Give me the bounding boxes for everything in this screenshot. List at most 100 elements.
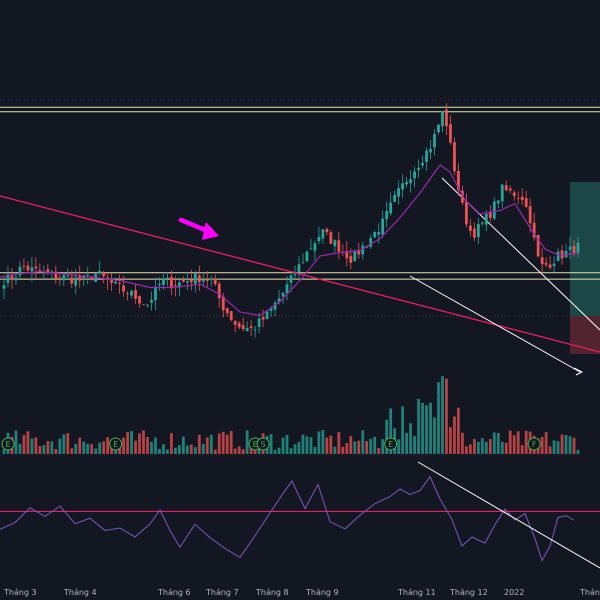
volume-bar	[317, 431, 321, 454]
volume-bar	[341, 446, 345, 454]
volume-bar	[568, 436, 572, 454]
candle-body	[568, 246, 572, 250]
volume-bar	[126, 432, 129, 454]
candle-body	[213, 278, 217, 285]
volume-bar	[174, 447, 177, 454]
candle-body	[181, 280, 185, 282]
volume-bar	[285, 435, 289, 454]
candle-body	[249, 326, 253, 329]
candle-body	[297, 264, 301, 273]
candle-body	[421, 163, 424, 166]
candle-body	[285, 284, 289, 294]
volume-bar	[445, 378, 448, 454]
candle-body	[472, 228, 476, 238]
volume-bar	[516, 431, 520, 454]
candle-body	[512, 192, 516, 197]
candle-body	[142, 304, 145, 306]
candle-body	[524, 198, 528, 207]
volume-bar	[293, 444, 297, 454]
volume-bar	[381, 439, 385, 454]
candle-body	[309, 248, 313, 250]
candle-body	[54, 271, 58, 279]
volume-bar	[86, 443, 90, 454]
volume-bar	[158, 448, 161, 454]
volume-bar	[90, 444, 94, 454]
event-marker-label: E	[5, 440, 10, 449]
candle-body	[14, 277, 18, 281]
x-axis-tick-label: Tháng 6	[157, 588, 191, 597]
candle-body	[449, 124, 452, 143]
volume-bar	[377, 447, 381, 454]
volume-bar	[46, 441, 50, 454]
event-marker	[527, 437, 541, 451]
volume-bar	[437, 382, 440, 454]
candle-body	[122, 285, 125, 292]
volume-bar	[18, 443, 22, 454]
candle-body	[38, 270, 42, 272]
candle-body	[576, 242, 580, 254]
annotation-arrow-head	[202, 222, 219, 240]
volume-bar	[82, 441, 86, 454]
candle-body	[540, 257, 544, 265]
candle-body	[453, 142, 456, 172]
volume-bar	[472, 439, 476, 454]
candle-body	[114, 281, 118, 284]
x-axis-tick-label: Tháng 12	[449, 588, 488, 597]
volume-bar	[130, 431, 133, 454]
candle-body	[409, 179, 412, 184]
volume-bar	[421, 402, 424, 454]
volume-bar	[413, 436, 416, 454]
channel-arrow-head	[573, 367, 584, 376]
volume-bar	[409, 423, 412, 454]
volume-bar	[197, 434, 201, 454]
volume-bar	[14, 430, 18, 454]
candle-body	[528, 206, 532, 224]
candle-body	[480, 222, 484, 224]
candle-body	[464, 201, 468, 225]
candle-body	[269, 308, 273, 311]
candle-body	[353, 251, 357, 262]
volume-bar	[544, 432, 548, 454]
event-marker-label: E	[388, 440, 393, 449]
candle-body	[10, 275, 14, 280]
volume-bar	[66, 433, 70, 454]
event-marker-label: E	[253, 440, 258, 449]
candle-body	[337, 240, 341, 252]
volume-bar	[166, 449, 169, 454]
candle-body	[98, 270, 102, 274]
event-marker-label: F	[532, 440, 537, 449]
volume-bar	[457, 407, 460, 454]
candle-body	[357, 249, 361, 255]
volume-bar	[508, 430, 512, 454]
volume-bar	[449, 427, 452, 454]
candle-body	[385, 210, 389, 220]
volume-bar	[524, 430, 528, 454]
volume-bar	[94, 448, 98, 454]
candle-body	[74, 277, 78, 286]
candle-body	[177, 282, 181, 287]
volume-bar	[229, 430, 233, 454]
candle-body	[461, 190, 464, 203]
candle-body	[90, 277, 94, 280]
candle-body	[556, 251, 560, 262]
candle-body	[413, 171, 416, 179]
x-axis-tick-label: Tháng 11	[397, 588, 436, 597]
volume-bar	[205, 437, 209, 454]
volume-bar	[560, 434, 564, 454]
candle-body	[281, 292, 285, 297]
volume-bar	[74, 443, 78, 454]
candle-body	[508, 188, 512, 191]
volume-bar	[209, 434, 213, 454]
candle-body	[205, 280, 209, 282]
volume-bar	[365, 441, 369, 454]
candle-body	[405, 181, 408, 185]
candle-body	[273, 302, 277, 310]
candle-body	[150, 299, 153, 303]
candle-body	[552, 263, 556, 267]
candle-body	[321, 229, 325, 239]
candle-body	[174, 285, 177, 287]
volume-bar	[353, 441, 357, 454]
volume-bar	[54, 449, 58, 454]
volume-bar	[162, 444, 165, 454]
